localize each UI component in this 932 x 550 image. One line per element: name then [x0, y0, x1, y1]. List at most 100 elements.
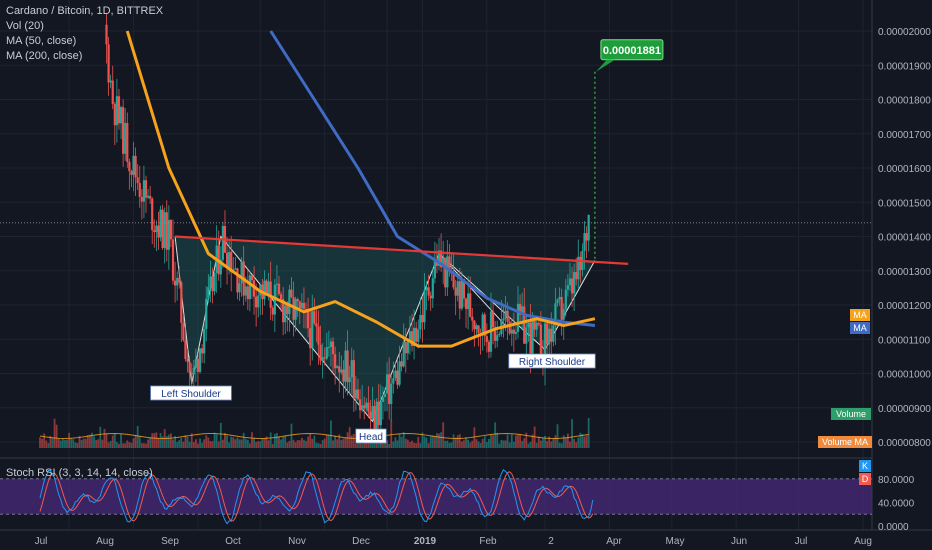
volume-bar [419, 443, 422, 448]
candle-body [394, 370, 397, 379]
legend-vol[interactable]: Vol (20) [6, 20, 44, 32]
volume-bar [161, 436, 164, 448]
candle-body [238, 283, 241, 293]
volume-bar [251, 432, 253, 448]
candle-body [475, 325, 478, 330]
candle-body [406, 341, 409, 354]
stoch-tick-label: 40.0000 [878, 498, 915, 509]
candle-body [429, 295, 432, 299]
candle-body [575, 272, 578, 280]
candle-body [546, 323, 549, 345]
time-tick-label: Oct [225, 536, 241, 547]
candle-body [138, 183, 141, 197]
volume-bar [190, 433, 193, 448]
volume-bar [232, 437, 235, 448]
candle-body [458, 281, 461, 309]
volume-bar [483, 436, 486, 448]
time-tick-label: Dec [352, 536, 370, 547]
volume-bar [180, 437, 183, 448]
neckline [175, 235, 629, 265]
candle-body [167, 219, 170, 250]
candle-body [288, 289, 291, 315]
legend-ma50[interactable]: MA (50, close) [6, 35, 77, 47]
candle-body [437, 250, 441, 266]
volume-bar [107, 442, 110, 448]
volume-bar [184, 435, 187, 448]
candle-body [302, 302, 306, 309]
candle-body [331, 341, 335, 355]
ma200-line [269, 30, 596, 328]
volume-bar [305, 440, 307, 448]
volume-bar [460, 441, 463, 448]
price-tick-label: 0.00000800 [878, 438, 931, 449]
target-price-label: 0.00001881 [603, 45, 661, 57]
candle-body [315, 323, 318, 327]
volume-bar [178, 440, 181, 448]
volume-bar [269, 432, 272, 448]
volume-bar [188, 441, 191, 448]
volume-bar [97, 439, 100, 448]
candle-body [317, 326, 320, 345]
volume-bar [147, 439, 149, 448]
candle-body [111, 80, 114, 104]
volume-bar [546, 441, 549, 448]
volume-bar [45, 440, 48, 448]
volume-bar [512, 441, 515, 448]
volume-bar [560, 443, 563, 448]
candle-body [556, 299, 559, 304]
volume-bar [51, 438, 54, 448]
candle-body [257, 295, 260, 308]
volume-bar [120, 433, 122, 448]
candle-body [250, 275, 254, 281]
volume-bar [122, 443, 125, 448]
volume-bar [442, 422, 445, 448]
volume-ma-axis-badge-bg [818, 436, 872, 448]
stoch-rsi-legend[interactable]: Stoch RSI (3, 3, 14, 14, close) [6, 467, 153, 479]
time-tick-label: Jul [795, 536, 808, 547]
volume-bar [475, 439, 478, 448]
candle-body [516, 303, 520, 332]
candle-body [552, 325, 555, 342]
candle-body [203, 328, 206, 354]
volume-bar [203, 439, 206, 448]
volume-bar [72, 439, 75, 448]
candle-body [282, 299, 285, 323]
candle-body [279, 294, 283, 300]
time-tick-label: May [666, 536, 685, 547]
volume-bar [535, 442, 538, 448]
candle-body [442, 257, 445, 268]
candle-body [221, 225, 224, 260]
volume-bar [527, 443, 530, 448]
candle-body [161, 209, 164, 249]
candle-body [577, 256, 580, 280]
volume-bar [211, 441, 214, 448]
candle-body [456, 281, 459, 296]
candle-body [286, 305, 289, 315]
volume-bar [215, 434, 218, 448]
candle-body [371, 406, 374, 419]
candle-body [205, 298, 208, 329]
volume-bar [564, 437, 567, 448]
legend-ma200[interactable]: MA (200, close) [6, 50, 83, 62]
candle-body [163, 212, 166, 249]
volume-bar [446, 440, 449, 448]
candle-body [379, 401, 382, 426]
candle-body [527, 322, 530, 328]
candle-body [452, 273, 455, 288]
volume-bar [194, 439, 197, 448]
candle-body [304, 308, 308, 310]
candle-body [340, 369, 343, 373]
candle-body [448, 256, 451, 272]
candle-body [392, 378, 395, 384]
candle-body [306, 309, 310, 329]
candle-body [117, 96, 121, 124]
volume-bar [309, 433, 312, 448]
stoch-tick-label: 0.0000 [878, 522, 909, 533]
candle-body [521, 306, 524, 315]
candle-body [236, 268, 239, 293]
candle-body [433, 259, 436, 279]
candle-body [115, 96, 118, 126]
volume-bar [303, 439, 305, 448]
candle-body [169, 219, 173, 240]
